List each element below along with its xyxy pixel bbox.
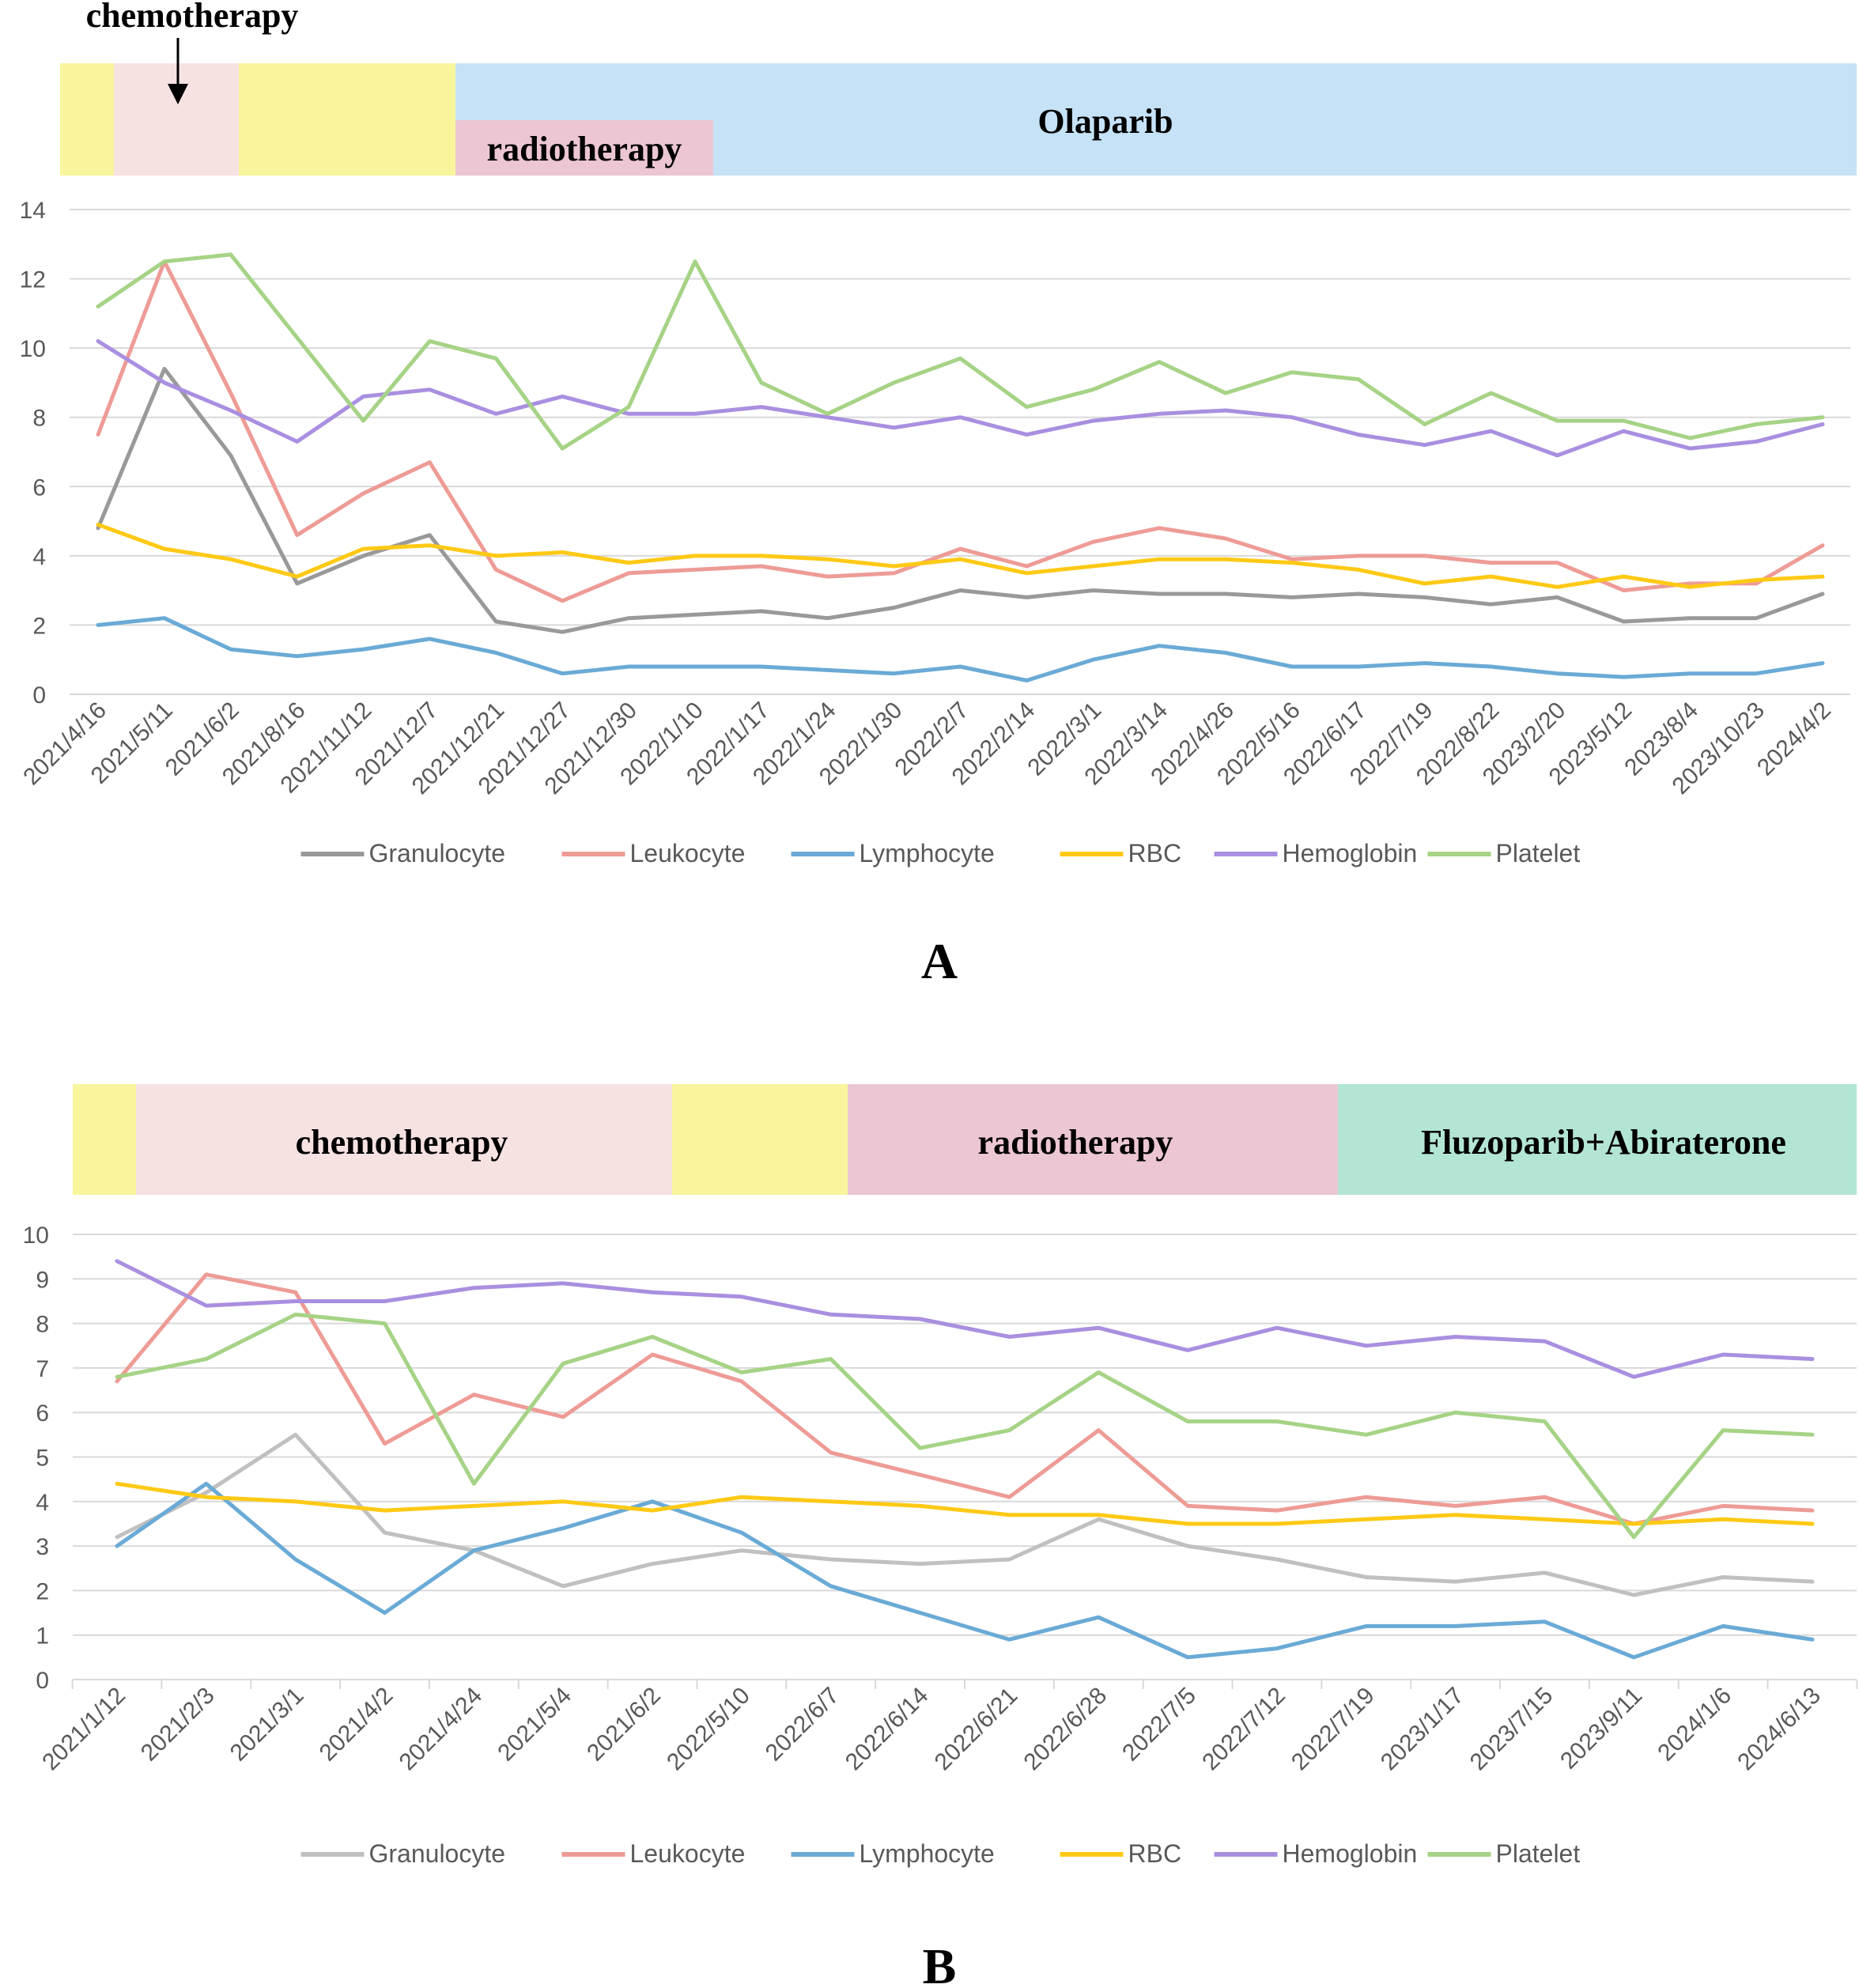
series-line-a-platelet — [96, 252, 1825, 451]
legend-label-a-hemoglobin: Hemoglobin — [1283, 839, 1418, 867]
band-a-olaparib-label: Olaparib — [1037, 102, 1173, 141]
x-tick-label-b: 2022/5/10 — [662, 1683, 755, 1776]
x-tick-label-b: 2021/3/1 — [225, 1683, 309, 1767]
y-tick-label-b: 2 — [36, 1578, 49, 1604]
band-b-3 — [848, 1084, 1338, 1195]
band-a-radiotherapy-label: radiotherapy — [487, 130, 682, 168]
band-b-4 — [1338, 1084, 1857, 1195]
x-tick-label-b: 2022/6/28 — [1019, 1683, 1113, 1776]
series-line-a-leukocyte — [96, 259, 1825, 603]
chemotherapy-annotation: chemotherapy — [86, 0, 299, 35]
treatment-timeline-b: chemotherapy radiotherapy Fluzoparib+Abi… — [73, 1084, 1857, 1195]
legend-label-b-leukocyte: Leukocyte — [630, 1839, 746, 1868]
legend-label-b-granulocyte: Granulocyte — [369, 1839, 506, 1868]
panel-a-label: A — [921, 933, 958, 989]
y-tick-label-a: 8 — [32, 406, 46, 432]
y-tick-label-b: 3 — [36, 1534, 49, 1560]
x-tick-label-b: 2021/5/4 — [493, 1683, 576, 1767]
panel-a: Olaparib radiotherapy chemotherapy 0 2 4 6 8… — [18, 0, 1857, 989]
band-a-0 — [60, 63, 114, 176]
x-tick-label-b: 2022/7/19 — [1287, 1683, 1380, 1776]
y-tick-label-b: 7 — [36, 1356, 49, 1382]
y-tick-label-b: 1 — [36, 1623, 49, 1650]
x-tick-label-b: 2023/7/15 — [1465, 1683, 1559, 1776]
series-line-b-hemoglobin — [115, 1259, 1815, 1379]
series-line-b-rbc — [115, 1481, 1815, 1526]
x-tick-label-b: 2021/4/2 — [315, 1683, 399, 1767]
legend-label-a-rbc: RBC — [1128, 839, 1182, 867]
y-tick-label-b: 10 — [23, 1223, 49, 1249]
panel-b: chemotherapy radiotherapy Fluzoparib+Abi… — [23, 1084, 1858, 1988]
y-tick-label-a: 6 — [32, 474, 46, 501]
y-tick-label-a: 2 — [32, 613, 46, 639]
band-b-radiotherapy-label: radiotherapy — [978, 1123, 1173, 1162]
x-tick-label-b: 2022/7/12 — [1197, 1683, 1290, 1776]
series-line-a-granulocyte — [96, 366, 1825, 634]
band-b-fluzoparib-abiraterone-label: Fluzoparib+Abiraterone — [1421, 1123, 1786, 1162]
x-tick-label-b: 2021/2/3 — [136, 1683, 220, 1767]
series-line-a-rbc — [96, 523, 1825, 589]
x-tick-label-b: 2022/7/5 — [1117, 1683, 1201, 1767]
legend-label-a-platelet: Platelet — [1496, 839, 1581, 867]
legend-label-b-lymphocyte: Lymphocyte — [860, 1839, 995, 1868]
band-b-2 — [672, 1084, 848, 1195]
x-tick-label-b: 2021/6/2 — [582, 1683, 666, 1767]
legend-label-b-platelet: Platelet — [1496, 1839, 1581, 1868]
legend-label-b-hemoglobin: Hemoglobin — [1283, 1839, 1418, 1868]
y-tick-label-b: 6 — [36, 1400, 49, 1427]
series-line-b-platelet — [115, 1312, 1815, 1540]
line-chart-a: 024681012142021/4/162021/5/112021/6/2202… — [18, 198, 1850, 867]
y-tick-label-a: 10 — [20, 336, 46, 362]
legend-label-a-lymphocyte: Lymphocyte — [860, 839, 995, 867]
x-tick-label-b: 2024/1/6 — [1653, 1683, 1736, 1767]
series-line-b-leukocyte — [115, 1272, 1815, 1526]
legend-a: Granulocyte Leukocyte Lymphocyte RBC Hemoglo… — [300, 839, 1581, 867]
legend-label-b-rbc: RBC — [1128, 1839, 1182, 1868]
x-tick-label-b: 2021/1/12 — [37, 1683, 130, 1776]
chemotherapy-arrow — [168, 38, 188, 104]
y-tick-label-a: 12 — [20, 267, 46, 293]
x-tick-label-b: 2022/6/14 — [841, 1683, 934, 1776]
legend-label-a-granulocyte: Granulocyte — [369, 839, 506, 867]
y-tick-label-b: 9 — [36, 1267, 49, 1293]
x-tick-label-a: 2024/4/2 — [1752, 697, 1836, 781]
legend-label-a-leukocyte: Leukocyte — [630, 839, 746, 867]
series-line-b-lymphocyte — [115, 1481, 1815, 1660]
y-tick-label-b: 0 — [36, 1668, 49, 1694]
band-a-2 — [239, 63, 455, 176]
y-tick-label-b: 5 — [36, 1446, 49, 1472]
band-b-1 — [136, 1084, 672, 1195]
x-tick-label-b: 2023/9/11 — [1555, 1683, 1647, 1774]
x-tick-label-b: 2021/4/24 — [395, 1683, 488, 1776]
legend-b: Granulocyte Leukocyte Lymphocyte RBC Hemoglo… — [300, 1839, 1581, 1868]
y-tick-label-b: 8 — [36, 1312, 49, 1338]
treatment-timeline-a: Olaparib radiotherapy — [60, 63, 1857, 176]
y-tick-label-a: 0 — [32, 682, 46, 709]
band-a-1 — [114, 63, 239, 176]
band-b-0 — [73, 1084, 136, 1195]
x-tick-label-b: 2023/1/17 — [1376, 1683, 1469, 1776]
x-tick-label-b: 2024/6/13 — [1732, 1683, 1826, 1776]
series-line-b-granulocyte — [115, 1432, 1815, 1597]
y-tick-label-b: 4 — [36, 1490, 49, 1516]
x-tick-label-b: 2022/6/21 — [930, 1683, 1023, 1776]
y-tick-label-a: 4 — [32, 544, 46, 570]
series-line-a-lymphocyte — [96, 616, 1825, 682]
x-tick-label-b: 2022/6/7 — [761, 1683, 844, 1767]
y-tick-label-a: 14 — [20, 198, 46, 224]
band-b-chemotherapy-label: chemotherapy — [296, 1123, 508, 1162]
band-a-4 — [455, 120, 713, 176]
panel-b-label: B — [923, 1938, 957, 1988]
